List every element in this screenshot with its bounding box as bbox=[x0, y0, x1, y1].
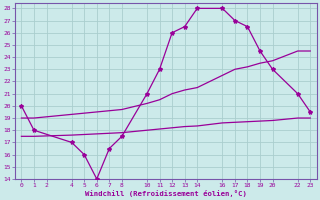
X-axis label: Windchill (Refroidissement éolien,°C): Windchill (Refroidissement éolien,°C) bbox=[85, 190, 247, 197]
